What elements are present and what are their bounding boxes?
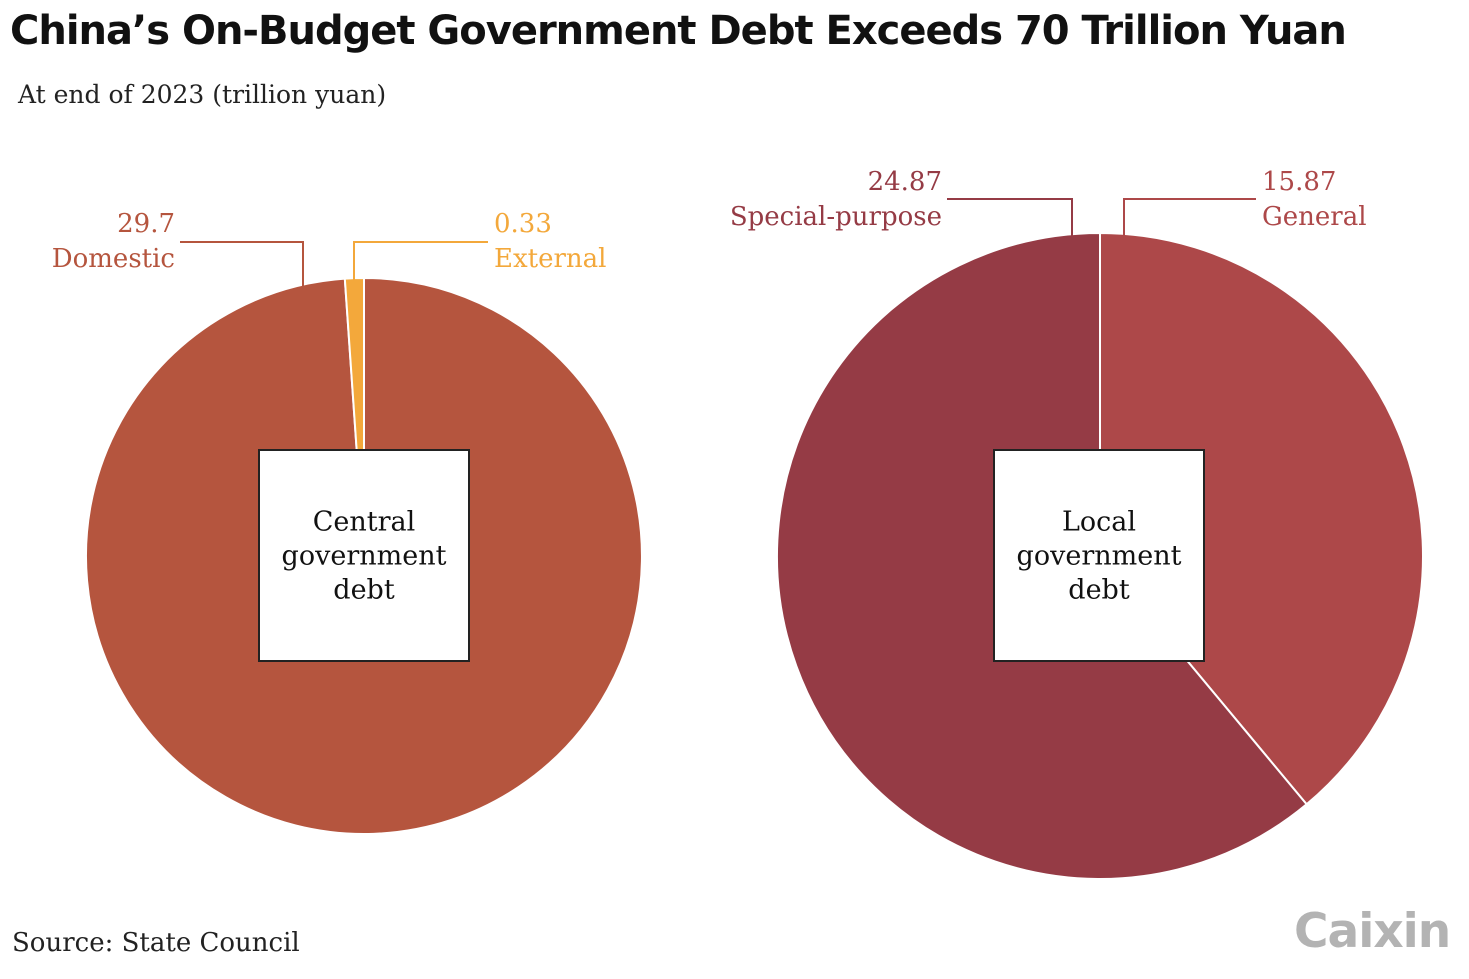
slice-name-domestic: Domestic bbox=[52, 244, 175, 274]
callout-line-special-purpose bbox=[947, 198, 1073, 255]
center-label-line: Local bbox=[1062, 507, 1136, 538]
data-label-general: 15.87 bbox=[1262, 167, 1336, 197]
slice-name-general: General bbox=[1262, 202, 1367, 232]
data-label-special-purpose: 24.87 bbox=[868, 167, 942, 197]
center-label-line: debt bbox=[1068, 575, 1130, 606]
callout-line-external bbox=[353, 241, 488, 284]
center-label-line: government bbox=[282, 541, 447, 572]
caixin-logo: Caixin bbox=[1294, 904, 1451, 959]
chart-subtitle: At end of 2023 (trillion yuan) bbox=[18, 80, 387, 109]
center-label-line: debt bbox=[333, 575, 395, 606]
data-label-external: 0.33 bbox=[494, 209, 552, 239]
center-label-box bbox=[993, 449, 1205, 662]
slice-name-special-purpose: Special-purpose bbox=[730, 202, 942, 232]
center-label-line: Central bbox=[313, 507, 416, 538]
source-note: Source: State Council bbox=[12, 928, 300, 958]
callout-line-general bbox=[1123, 198, 1256, 235]
chart-title: China’s On-Budget Government Debt Exceed… bbox=[10, 8, 1347, 54]
pie-slice-general bbox=[1099, 231, 1424, 806]
callout-line-domestic bbox=[180, 241, 304, 287]
center-label-line: government bbox=[1017, 541, 1182, 572]
slice-name-external: External bbox=[494, 244, 606, 274]
slice-callouts: 29.7 Domestic 0.33 External 15.87 General 24.8… bbox=[52, 167, 1367, 287]
data-label-domestic: 29.7 bbox=[117, 209, 175, 239]
center-label-box bbox=[258, 449, 470, 662]
